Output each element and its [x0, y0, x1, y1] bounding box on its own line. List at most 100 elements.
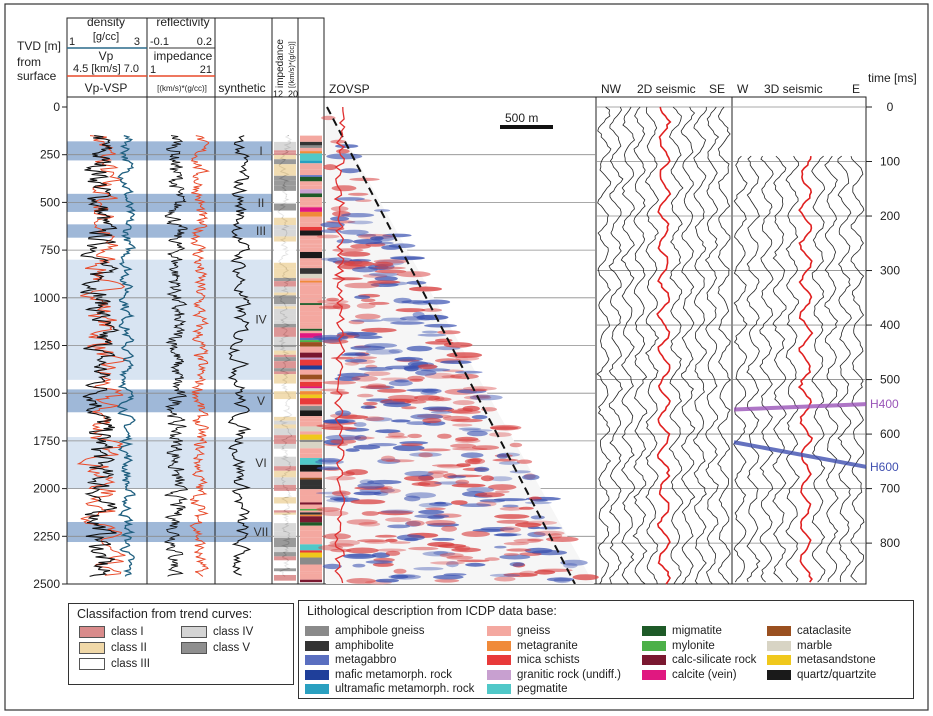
zovsp-event [365, 417, 393, 422]
litho-layer [300, 181, 322, 186]
zovsp-event [341, 471, 355, 476]
zovsp-event [351, 375, 379, 382]
trend-class-layer [274, 175, 296, 181]
zovsp-event [425, 507, 446, 511]
legend-litho-item: metasandstone [767, 654, 876, 666]
zovsp-event [493, 498, 528, 502]
zovsp-event [503, 553, 520, 556]
legend-trend-item: class III [79, 658, 150, 670]
seis2d-trace [645, 106, 660, 585]
litho-layer [300, 552, 322, 558]
zovsp-event [474, 492, 505, 498]
zovsp-event [387, 524, 410, 529]
trend-class-layer [274, 203, 296, 211]
zovsp-event [437, 433, 452, 439]
zovsp-event [422, 551, 456, 557]
litho-layer [300, 471, 322, 478]
trend-class-layer [274, 314, 296, 321]
zovsp-event [415, 369, 437, 376]
litho-layer [300, 193, 322, 198]
zovsp-event [408, 546, 439, 551]
trend-class-layer [274, 150, 296, 153]
zovsp-event [344, 358, 368, 363]
litho-layer [300, 303, 322, 305]
zovsp-event [334, 260, 356, 266]
zovsp-event [418, 452, 433, 458]
trend-class-layer [274, 262, 296, 269]
litho-layer [300, 457, 322, 465]
zovsp-event [388, 243, 416, 248]
zovsp-event [416, 314, 449, 321]
zovsp-event [480, 527, 515, 531]
zovsp-event [374, 269, 407, 274]
zovsp-event [374, 209, 391, 212]
trend-class-layer [274, 327, 296, 337]
legend-label: metasandstone [797, 654, 876, 666]
litho-layer [300, 216, 322, 223]
zovsp-event [350, 345, 386, 351]
zovsp-event [375, 578, 400, 583]
seis3d-frame [731, 96, 867, 585]
zovsp-event [387, 432, 405, 438]
time-tick-label: 800 [880, 536, 900, 550]
zovsp-event [316, 507, 341, 512]
e-label: E [852, 82, 860, 96]
legend-litho-item: mylonite [642, 640, 715, 652]
zovsp-event [327, 543, 355, 548]
zovsp-event [572, 574, 599, 581]
zovsp-event [407, 433, 423, 439]
zone-band [67, 224, 272, 238]
zovsp-event [390, 574, 409, 579]
zovsp-well-trace [333, 106, 346, 584]
seis3d-trace [811, 155, 826, 583]
zovsp-event [494, 545, 507, 549]
trend-class-layer [274, 241, 296, 248]
zovsp-event [385, 517, 412, 523]
zovsp-event [509, 562, 525, 567]
zovsp-event [532, 499, 548, 502]
zovsp-event [509, 442, 523, 448]
zovsp-event [330, 216, 350, 221]
trend-class-layer [274, 466, 296, 471]
depth-tick-label: 750 [40, 243, 60, 257]
litho-layer [300, 406, 322, 411]
zovsp-event [469, 394, 503, 401]
seis2d-trace [620, 106, 636, 585]
litho-layer [300, 251, 322, 259]
zovsp-event [533, 530, 565, 536]
zovsp-event [563, 563, 578, 569]
zovsp-event [471, 445, 500, 450]
zovsp-event [417, 364, 438, 370]
zovsp-event [322, 380, 357, 385]
zovsp-event [494, 514, 530, 519]
zovsp-event [320, 229, 342, 234]
trend-class-layer [274, 210, 296, 218]
zovsp-event [393, 568, 407, 574]
zovsp-event [425, 520, 456, 526]
zovsp-event [353, 422, 367, 427]
litho-layer [300, 453, 322, 458]
seis3d-trace [824, 155, 839, 583]
zovsp-event [443, 573, 467, 576]
zovsp-event [350, 244, 371, 249]
legend-litho-item: amphibolite [305, 640, 394, 652]
trend-class-layer [274, 199, 296, 204]
legend-swatch [642, 655, 666, 665]
trend-class-layer [274, 180, 296, 186]
litho-layer [300, 530, 322, 538]
zovsp-event [524, 501, 552, 505]
legend-swatch [642, 669, 666, 680]
zovsp-event [330, 356, 356, 360]
zovsp-event [434, 501, 447, 505]
litho-layer [300, 426, 322, 432]
zovsp-event [385, 365, 420, 370]
legend-swatch [642, 640, 666, 651]
trend-class-layer [274, 420, 296, 425]
zovsp-event [452, 423, 473, 427]
zovsp-event [334, 376, 361, 381]
litho-layer [300, 322, 322, 325]
zovsp-event [446, 561, 459, 568]
legend-label: metagabbro [335, 654, 397, 666]
zovsp-event [320, 388, 346, 392]
